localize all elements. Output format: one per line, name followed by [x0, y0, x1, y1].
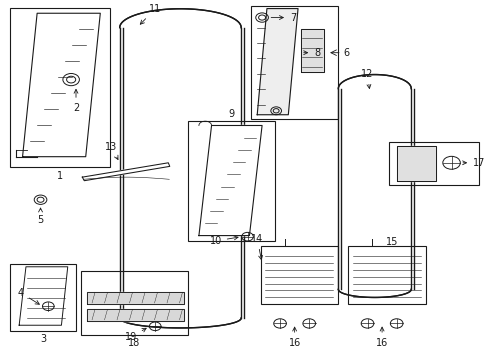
Polygon shape: [199, 126, 262, 235]
Text: 1: 1: [57, 171, 63, 181]
Text: 17: 17: [462, 158, 484, 168]
Text: 5: 5: [38, 208, 43, 225]
Polygon shape: [87, 292, 184, 304]
Text: 18: 18: [128, 338, 140, 348]
Bar: [187, 121, 275, 241]
Bar: [10, 8, 110, 167]
Polygon shape: [22, 13, 100, 157]
Text: 14: 14: [250, 234, 263, 260]
Text: 13: 13: [105, 142, 118, 159]
Polygon shape: [396, 146, 435, 181]
Bar: [347, 246, 425, 304]
Text: 16: 16: [288, 327, 300, 348]
Text: 12: 12: [361, 69, 373, 89]
Text: 7: 7: [271, 13, 295, 23]
Polygon shape: [300, 30, 323, 72]
Text: 4: 4: [18, 288, 39, 304]
Bar: [260, 246, 338, 304]
Text: 6: 6: [343, 48, 348, 58]
Text: 8: 8: [303, 48, 320, 58]
Text: 3: 3: [40, 333, 46, 343]
Text: 16: 16: [375, 327, 387, 348]
Text: 15: 15: [385, 237, 397, 247]
Text: 19: 19: [124, 328, 146, 342]
Bar: [81, 271, 187, 335]
Text: 11: 11: [140, 4, 161, 24]
Polygon shape: [19, 267, 68, 325]
Bar: [250, 6, 338, 119]
Polygon shape: [82, 163, 169, 181]
Text: 2: 2: [73, 89, 79, 113]
Polygon shape: [257, 9, 297, 115]
Text: 10: 10: [209, 236, 238, 246]
Bar: [10, 264, 76, 330]
Polygon shape: [87, 309, 184, 320]
Text: 9: 9: [228, 109, 234, 120]
Bar: [388, 142, 478, 185]
